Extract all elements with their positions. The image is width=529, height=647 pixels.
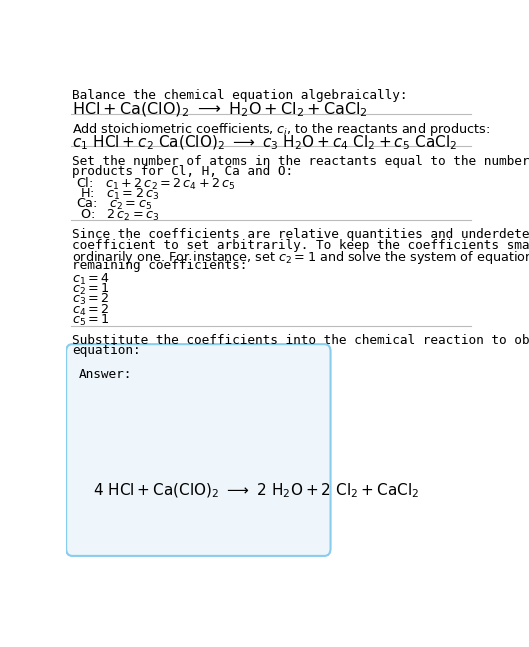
Text: Balance the chemical equation algebraically:: Balance the chemical equation algebraica… bbox=[72, 89, 408, 102]
Text: Cl: $\ \ c_1 + 2\,c_2 = 2\,c_4 + 2\,c_5$: Cl: $\ \ c_1 + 2\,c_2 = 2\,c_4 + 2\,c_5$ bbox=[72, 176, 236, 192]
FancyBboxPatch shape bbox=[66, 344, 331, 556]
Text: $4\ \mathrm{HCl + Ca(ClO)_2} \ \longrightarrow \ 2\ \mathrm{H_2O} + 2\ \mathrm{C: $4\ \mathrm{HCl + Ca(ClO)_2} \ \longrigh… bbox=[93, 481, 419, 499]
Text: O: $\ \ 2\,c_2 = c_3$: O: $\ \ 2\,c_2 = c_3$ bbox=[72, 208, 160, 223]
Text: $\mathrm{HCl + Ca(ClO)_2 \ \longrightarrow \ H_2O + Cl_2 + CaCl_2}$: $\mathrm{HCl + Ca(ClO)_2 \ \longrightarr… bbox=[72, 101, 368, 120]
Text: Substitute the coefficients into the chemical reaction to obtain the balanced: Substitute the coefficients into the che… bbox=[72, 334, 529, 347]
Text: ordinarily one. For instance, set $c_2 = 1$ and solve the system of equations fo: ordinarily one. For instance, set $c_2 =… bbox=[72, 249, 529, 266]
Text: Add stoichiometric coefficients, $c_i$, to the reactants and products:: Add stoichiometric coefficients, $c_i$, … bbox=[72, 122, 490, 138]
Text: $c_4 = 2$: $c_4 = 2$ bbox=[72, 303, 110, 318]
Text: $c_1\ \mathrm{HCl} + c_2\ \mathrm{Ca(ClO)_2} \ \longrightarrow \ c_3\ \mathrm{H_: $c_1\ \mathrm{HCl} + c_2\ \mathrm{Ca(ClO… bbox=[72, 133, 458, 152]
Text: Answer:: Answer: bbox=[79, 367, 133, 380]
Text: $c_1 = 4$: $c_1 = 4$ bbox=[72, 272, 110, 287]
Text: H: $\ \ c_1 = 2\,c_3$: H: $\ \ c_1 = 2\,c_3$ bbox=[72, 187, 159, 202]
Text: equation:: equation: bbox=[72, 344, 141, 357]
Text: Ca: $\ \ c_2 = c_5$: Ca: $\ \ c_2 = c_5$ bbox=[72, 197, 152, 212]
Text: $c_3 = 2$: $c_3 = 2$ bbox=[72, 292, 110, 307]
Text: $c_5 = 1$: $c_5 = 1$ bbox=[72, 313, 110, 329]
Text: $c_2 = 1$: $c_2 = 1$ bbox=[72, 282, 110, 297]
Text: Set the number of atoms in the reactants equal to the number of atoms in the: Set the number of atoms in the reactants… bbox=[72, 155, 529, 168]
Text: coefficient to set arbitrarily. To keep the coefficients small, the arbitrary va: coefficient to set arbitrarily. To keep … bbox=[72, 239, 529, 252]
Text: products for Cl, H, Ca and O:: products for Cl, H, Ca and O: bbox=[72, 166, 294, 179]
Text: remaining coefficients:: remaining coefficients: bbox=[72, 259, 248, 272]
Text: Since the coefficients are relative quantities and underdetermined, choose a: Since the coefficients are relative quan… bbox=[72, 228, 529, 241]
